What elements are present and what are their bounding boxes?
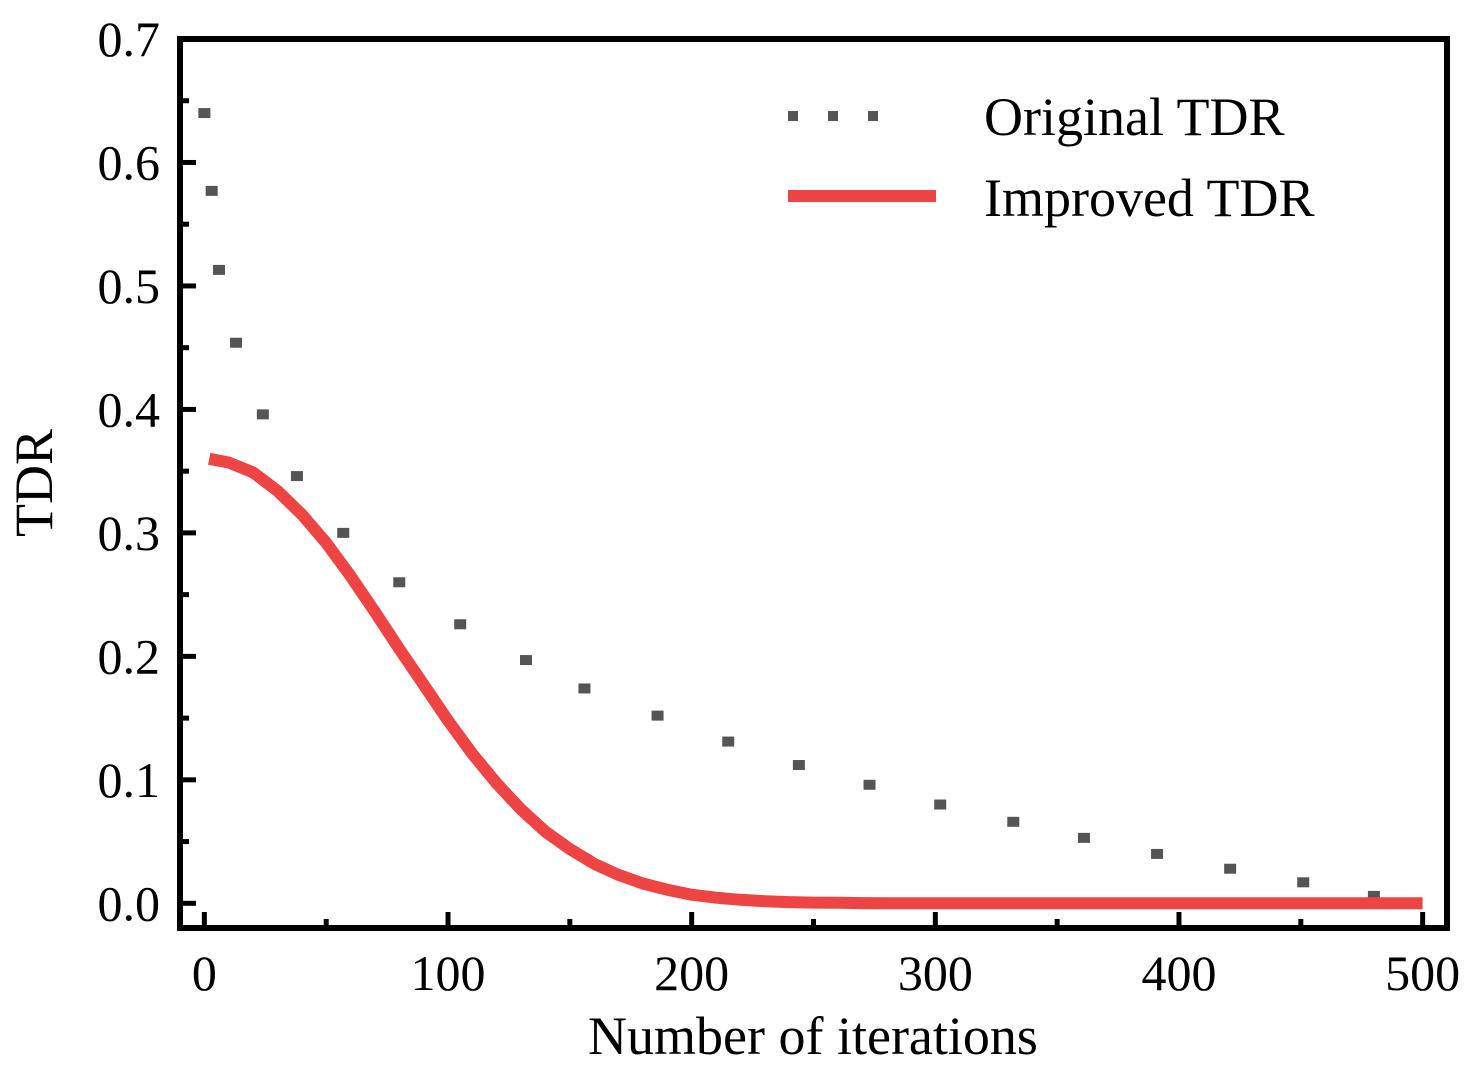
x-tick-label: 0 xyxy=(192,945,217,1001)
original-tdr-point xyxy=(1151,848,1164,859)
y-tick-label: 0.3 xyxy=(98,505,161,561)
original-tdr-point xyxy=(256,409,269,420)
x-tick-label: 100 xyxy=(411,945,486,1001)
original-tdr-point xyxy=(337,527,350,538)
y-tick-label: 0.2 xyxy=(98,628,161,684)
x-tick-label: 500 xyxy=(1385,945,1460,1001)
original-tdr-point xyxy=(1367,890,1380,901)
original-tdr-point xyxy=(722,736,735,747)
original-tdr-point xyxy=(651,710,664,721)
original-tdr-point xyxy=(519,655,532,666)
original-tdr-point xyxy=(863,779,876,790)
original-tdr-point xyxy=(290,471,303,482)
y-tick-label: 0.0 xyxy=(98,875,161,931)
original-tdr-point xyxy=(230,337,243,348)
x-axis-title: Number of iterations xyxy=(588,1006,1038,1066)
y-tick-label: 0.4 xyxy=(98,381,161,437)
original-tdr-point xyxy=(578,683,591,694)
x-tick-label: 200 xyxy=(654,945,729,1001)
series-layer xyxy=(198,108,1423,910)
y-tick-label: 0.1 xyxy=(98,752,161,808)
original-tdr-point xyxy=(792,760,805,771)
original-tdr-point xyxy=(205,185,218,196)
axis-layer: 0 100 200 300 400 500 0.0 0.1 0.2 0.3 0.4 0.5 0.6 0.7 xyxy=(98,11,1461,1001)
y-axis-title: TDR xyxy=(4,429,64,537)
original-tdr-point xyxy=(1297,877,1310,888)
original-tdr-point xyxy=(1007,816,1020,827)
legend: Original TDR Improved TDR xyxy=(788,87,1314,228)
x-tick-label: 400 xyxy=(1141,945,1216,1001)
original-tdr-point xyxy=(198,108,211,119)
x-tick-label: 300 xyxy=(898,945,973,1001)
legend-label-original-tdr: Original TDR xyxy=(984,87,1284,147)
legend-label-improved-tdr: Improved TDR xyxy=(984,168,1314,228)
y-tick-label: 0.5 xyxy=(98,258,161,314)
y-tick-label: 0.7 xyxy=(98,11,161,67)
y-tick-label: 0.6 xyxy=(98,134,161,190)
original-tdr-point xyxy=(934,799,947,810)
original-tdr-point xyxy=(212,264,225,275)
original-tdr-point xyxy=(393,577,406,588)
original-tdr-point xyxy=(1224,863,1237,874)
improved-tdr-line xyxy=(208,452,1423,910)
original-tdr-point xyxy=(454,619,467,630)
original-tdr-point xyxy=(1077,832,1090,843)
